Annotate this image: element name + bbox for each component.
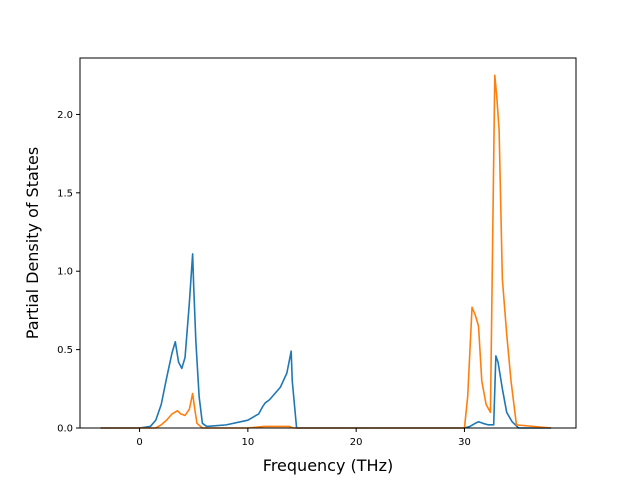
y-axis: 0.0 0.5 1.0 1.5 2.0 <box>57 110 80 435</box>
y-axis-label: Partial Density of States <box>23 147 42 339</box>
x-tick-label: 0 <box>136 437 142 448</box>
series-layer <box>100 74 552 429</box>
x-tick-label: 10 <box>241 437 254 448</box>
y-tick-label: 1.5 <box>57 188 73 199</box>
plot-frame <box>79 57 577 429</box>
y-tick-label: 2.0 <box>57 110 73 121</box>
x-axis-label: Frequency (THz) <box>263 456 393 475</box>
series-line-1 <box>100 253 552 429</box>
x-tick-label: 20 <box>350 437 363 448</box>
x-tick-label: 30 <box>458 437 471 448</box>
y-tick-label: 0.5 <box>57 345 73 356</box>
y-tick-label: 1.0 <box>57 267 73 278</box>
y-tick-label: 0.0 <box>57 424 73 435</box>
x-axis: 0 10 20 30 <box>136 428 471 448</box>
series-line-2 <box>100 74 552 429</box>
